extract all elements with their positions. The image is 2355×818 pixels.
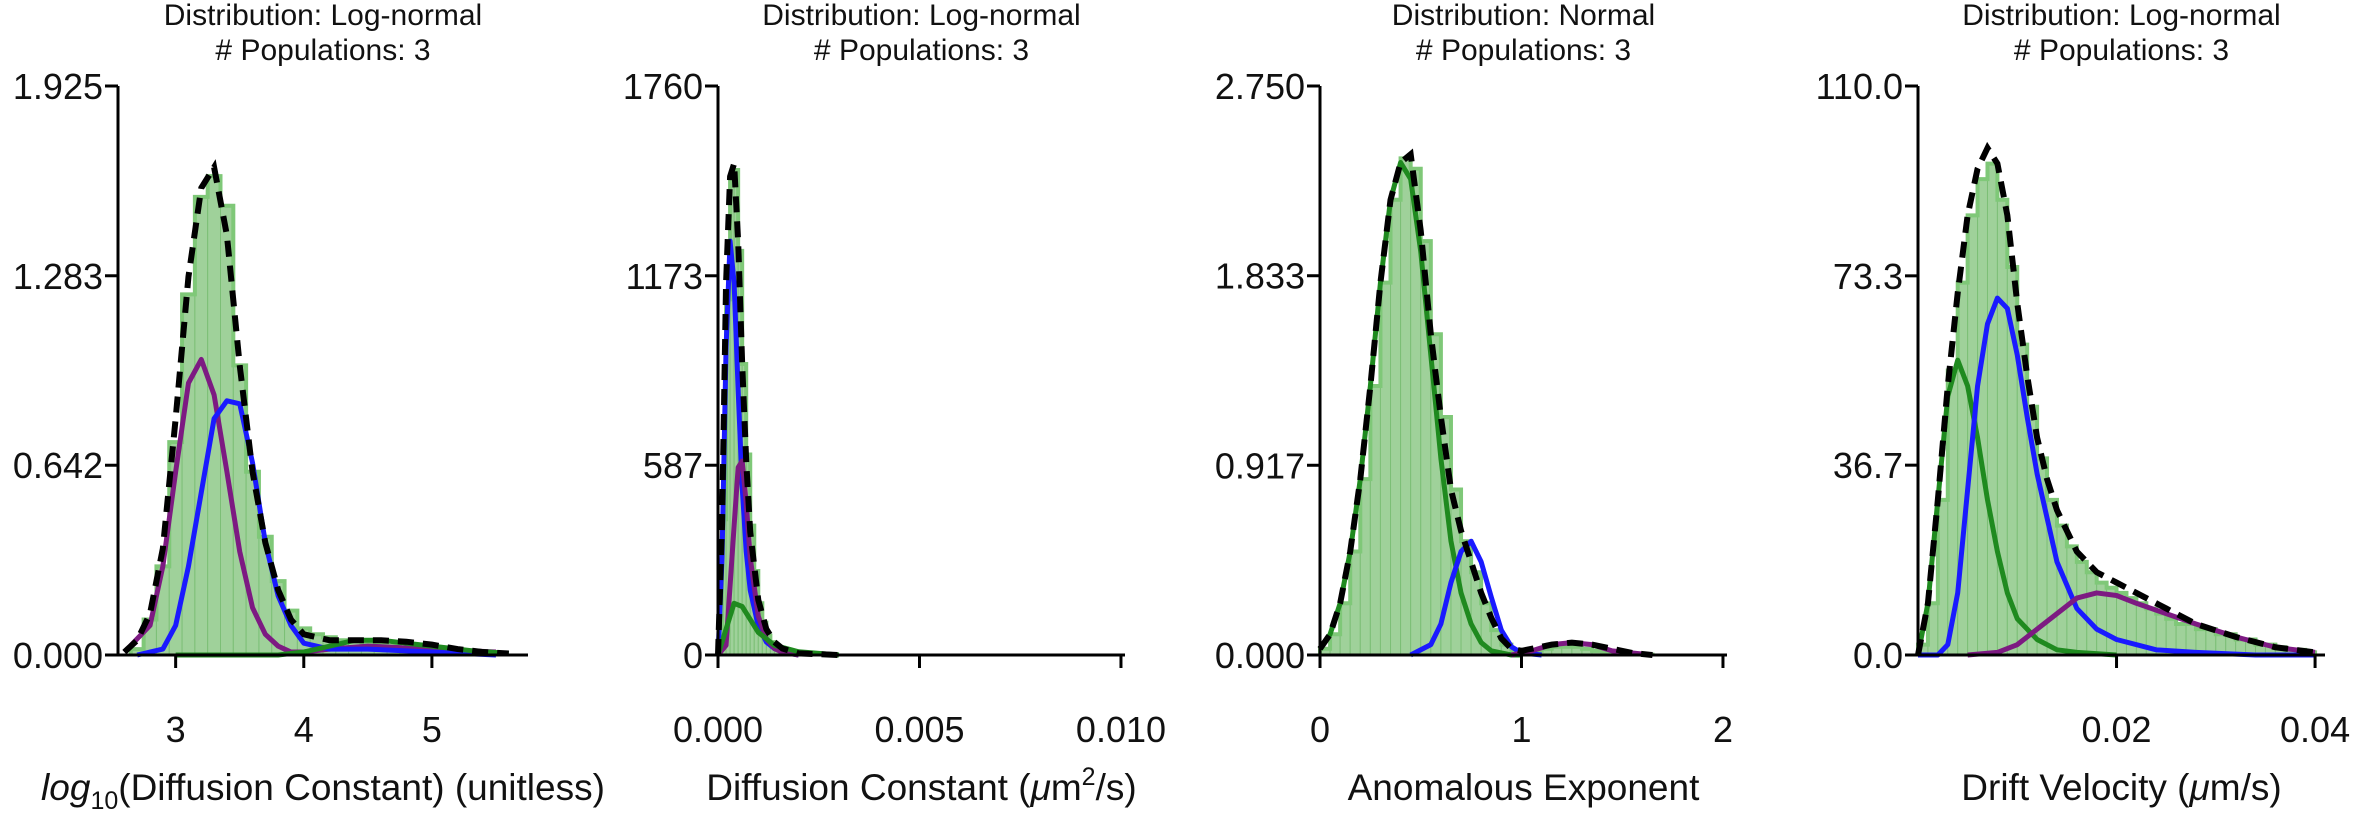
histogram-bar (1977, 178, 1988, 656)
component-fit-line (1918, 295, 2316, 658)
y-tick-label: 0.000 (1215, 635, 1305, 676)
chart-subtitle-line: Distribution: Normal (1392, 0, 1655, 32)
chart-panel-3: Distribution: Normal# Populations: 3 0.00… (1215, 0, 1733, 808)
x-tick-label: 5 (422, 709, 442, 750)
total-fit-line (122, 159, 509, 657)
y-tick-label: 1.925 (13, 66, 103, 107)
y-tick-label: 0.642 (13, 445, 103, 486)
x-tick-label: 0.005 (874, 709, 964, 750)
x-tick-label: 0 (1310, 709, 1330, 750)
y-tick-label: 1.283 (13, 256, 103, 297)
x-axis-label: Anomalous Exponent (1348, 767, 1700, 808)
y-tick-label: 587 (643, 445, 703, 486)
y-tick-label: 1.833 (1215, 256, 1305, 297)
y-tick-label: 1173 (626, 256, 703, 297)
chart-panel-1: Distribution: Log-normal# Populations: 3… (13, 0, 605, 815)
chart-panel-2: Distribution: Log-normal# Populations: 3… (623, 0, 1166, 808)
y-tick-label: 110.0 (1816, 66, 1903, 107)
histogram-bar (1400, 157, 1412, 656)
x-tick-label: 0.02 (2081, 709, 2151, 750)
component-fit-line (1915, 357, 2117, 658)
chart-subtitle-line: Distribution: Log-normal (762, 0, 1080, 32)
chart-subtitle-line: # Populations: 3 (215, 34, 430, 67)
x-tick-label: 2 (1713, 709, 1733, 750)
component-fit-line (136, 398, 497, 658)
total-fit-line (1915, 141, 2316, 656)
y-tick-label: 73.3 (1833, 256, 1903, 297)
component-fit-line (1409, 538, 1542, 658)
histogram-bar (1986, 163, 1998, 656)
x-tick-label: 4 (294, 709, 314, 750)
histogram-bar (2086, 571, 2098, 656)
chart-subtitle-line: Distribution: Log-normal (164, 0, 482, 32)
chart-subtitle-line: Distribution: Log-normal (1962, 0, 2280, 32)
x-tick-label: 0.010 (1076, 709, 1166, 750)
x-axis-label: Drift Velocity (μm/s) (1961, 767, 2281, 808)
x-axis-label: log10(Diffusion Constant) (unitless) (41, 767, 605, 815)
chart-subtitle-line: # Populations: 3 (814, 34, 1029, 67)
y-tick-label: 0 (683, 635, 703, 676)
component-fit-line (715, 600, 840, 658)
x-tick-label: 0.04 (2280, 709, 2350, 750)
chart-subtitle-line: # Populations: 3 (2014, 34, 2229, 67)
x-tick-label: 0.000 (673, 709, 763, 750)
y-tick-label: 0.917 (1215, 445, 1305, 486)
y-tick-label: 0.000 (13, 635, 103, 676)
total-fit-line (715, 162, 840, 658)
histogram-bar (2106, 587, 2118, 656)
chart-panel-4: Distribution: Log-normal# Populations: 3… (1816, 0, 2351, 808)
histogram-bar (2116, 592, 2127, 656)
x-tick-label: 3 (166, 709, 186, 750)
y-tick-label: 1760 (623, 66, 703, 107)
y-tick-label: 2.750 (1215, 66, 1305, 107)
x-axis-label: Diffusion Constant (μm2/s) (706, 763, 1136, 808)
x-tick-label: 1 (1511, 709, 1531, 750)
y-tick-label: 36.7 (1833, 445, 1903, 486)
y-tick-label: 0.0 (1853, 635, 1903, 676)
chart-subtitle-line: # Populations: 3 (1416, 34, 1631, 67)
